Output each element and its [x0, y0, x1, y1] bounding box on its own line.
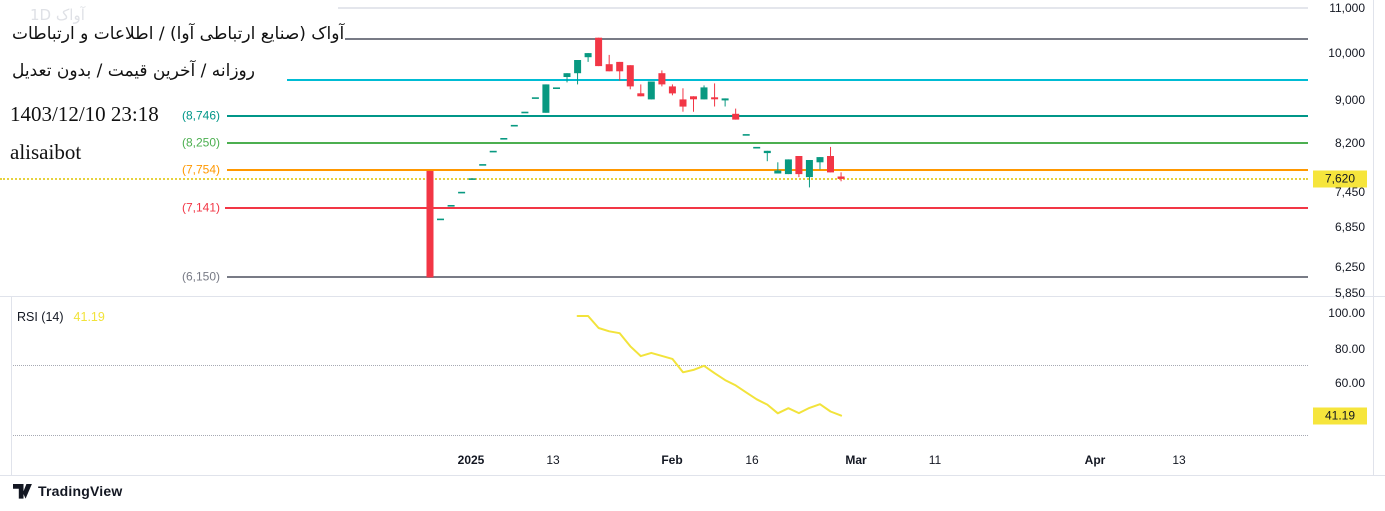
candle-body	[763, 150, 771, 154]
symbol-subtitle: روزانه / آخرین قیمت / بدون تعدیل	[12, 61, 255, 81]
tradingview-logo[interactable]: TradingView	[13, 483, 122, 499]
last-bar-datetime: 1403/12/10 23:18	[10, 102, 159, 126]
candle-body	[510, 124, 518, 127]
candle-body	[742, 134, 750, 136]
tradingview-logo-text: TradingView	[38, 483, 123, 499]
candle-body	[426, 170, 434, 278]
rsi-value: 41.19	[73, 310, 105, 324]
rsi-lower-band-line	[11, 435, 1308, 437]
axis-tick-label: 10,000	[1328, 46, 1365, 60]
candle-body	[489, 150, 497, 153]
candle-body	[595, 37, 603, 67]
axis-tick-label: 5,850	[1334, 286, 1365, 300]
axis-tick-label: 2025	[457, 453, 485, 467]
axis-tick-label: 13	[1172, 453, 1186, 467]
price-level-label: (8,746)	[181, 108, 220, 123]
price-level-line[interactable]	[227, 169, 1308, 171]
symbol-title: آواک (صنایع ارتباطی آوا) / اطلاعات و ارت…	[12, 24, 345, 44]
rsi-last-value-badge: 41.19	[1313, 407, 1367, 425]
price-level-label: (7,754)	[181, 162, 220, 177]
candle-body	[553, 87, 560, 89]
candle-body	[584, 53, 592, 58]
candle-body	[479, 164, 487, 166]
candle-body	[458, 191, 466, 194]
candle-body	[605, 64, 613, 72]
axis-tick-label: 9,000	[1334, 93, 1365, 107]
rsi-label: RSI (14)	[17, 310, 64, 324]
pane-separator[interactable]	[0, 296, 1385, 297]
axis-tick-label: 100.00	[1328, 306, 1365, 320]
axis-tick-label: 60.00	[1334, 376, 1365, 390]
symbol-watermark: آواک 1D	[30, 6, 85, 24]
price-level-line[interactable]	[287, 79, 1308, 81]
last-price-badge: 7,620	[1313, 170, 1367, 188]
price-level-label: (6,150)	[181, 269, 220, 284]
price-level-line[interactable]	[227, 276, 1308, 278]
candle-body	[753, 146, 761, 149]
price-level-line[interactable]	[338, 7, 1308, 9]
rsi-upper-band-line	[11, 365, 1308, 367]
axis-tick-label: 80.00	[1334, 342, 1365, 356]
axis-tick-label: 7,450	[1334, 185, 1365, 199]
price-level-label: (7,141)	[181, 200, 220, 215]
candle-body	[531, 97, 539, 99]
candle-body	[668, 86, 676, 94]
candle-body	[690, 96, 697, 100]
candle-body	[647, 81, 655, 100]
candle-body	[616, 61, 624, 72]
tradingview-logo-icon	[13, 483, 32, 499]
axis-tick-label: 8,200	[1334, 136, 1365, 150]
price-level-label: (8,250)	[181, 135, 220, 150]
price-level-line[interactable]	[227, 142, 1308, 144]
last-price-dotted-line	[0, 177, 1308, 180]
axis-tick-label: 11	[928, 453, 942, 467]
candle-body	[721, 98, 729, 101]
axis-tick-label: 16	[745, 453, 759, 467]
axis-tick-label: 11,000	[1329, 1, 1365, 15]
candle-body	[563, 73, 571, 77]
candle-body	[816, 157, 824, 163]
axis-tick-label: 13	[546, 453, 560, 467]
candle-body	[711, 97, 719, 100]
price-level-line[interactable]	[225, 207, 1308, 209]
price-level-line[interactable]	[345, 38, 1308, 40]
price-level-line[interactable]	[227, 115, 1308, 117]
right-border	[1373, 0, 1374, 476]
candle-body	[521, 111, 529, 114]
candle-body	[500, 138, 508, 140]
candle-body	[784, 159, 792, 175]
candle-body	[637, 93, 645, 97]
rsi-legend[interactable]: RSI (14) 41.19	[17, 310, 105, 324]
candle-body	[574, 60, 582, 74]
candle-body	[679, 99, 687, 107]
axis-tick-label: 6,250	[1334, 260, 1365, 274]
candle-body	[542, 84, 550, 113]
candle-body	[795, 156, 803, 175]
axis-tick-label: 6,850	[1334, 220, 1365, 234]
candle-body	[626, 65, 634, 87]
candle-body	[437, 218, 444, 221]
candle-body	[700, 87, 708, 100]
axis-tick-label: Apr	[1084, 453, 1106, 467]
axis-tick-label: Mar	[845, 453, 867, 467]
rsi-pane-left-border	[11, 297, 12, 476]
author-label: alisaibot	[10, 140, 82, 164]
bottom-border	[0, 475, 1385, 476]
axis-tick-label: Feb	[661, 453, 683, 467]
